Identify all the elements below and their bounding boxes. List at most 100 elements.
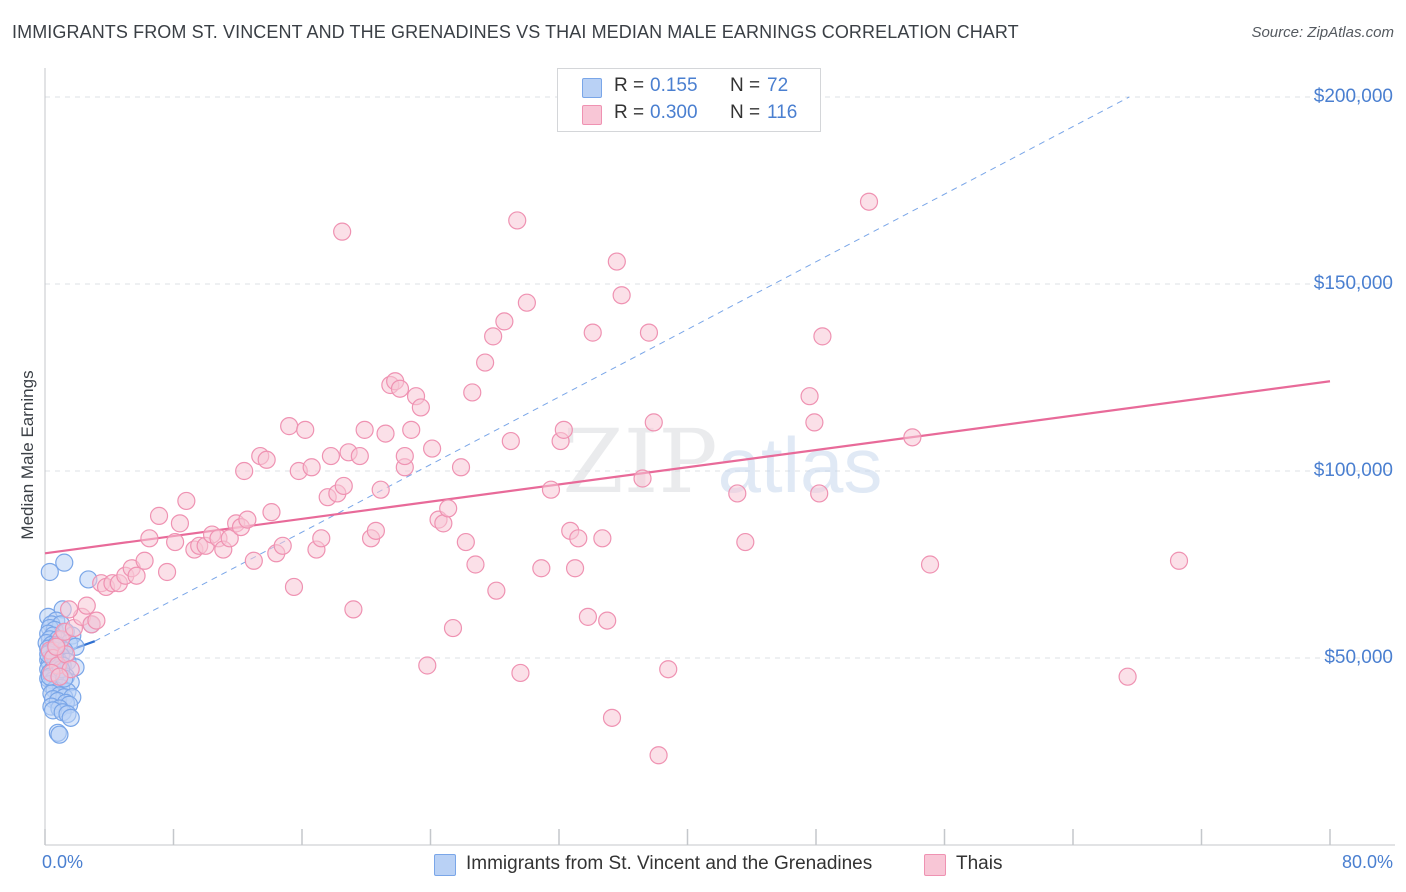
- n-label: N =: [730, 75, 761, 96]
- data-point-thais: [476, 353, 495, 372]
- y-tick-label: $50,000: [1324, 647, 1393, 668]
- data-point-thais: [344, 600, 363, 619]
- data-point-thais: [859, 192, 879, 211]
- data-point-thais: [541, 480, 561, 499]
- data-point-thais: [583, 323, 602, 342]
- data-point-thais: [484, 327, 503, 346]
- data-point-thais: [273, 536, 292, 555]
- r-value: 0.155: [650, 75, 698, 96]
- y-tick-label: $200,000: [1313, 86, 1393, 107]
- r-value: 0.300: [650, 102, 698, 123]
- data-point-thais: [333, 222, 352, 241]
- x-tick-label-max: 80.0%: [1341, 852, 1393, 872]
- data-point-thais: [302, 458, 321, 477]
- trend-line-thais-solid: [44, 380, 1331, 555]
- data-point-thais: [578, 607, 598, 626]
- data-point-thais: [257, 450, 276, 469]
- data-point-thais: [376, 424, 395, 443]
- r-label: R =: [614, 75, 645, 96]
- data-point-thais: [495, 312, 514, 331]
- data-point-thais: [244, 551, 263, 570]
- data-point-thais: [366, 521, 385, 540]
- data-point-thais: [728, 484, 747, 503]
- watermark-zip: ZIP: [562, 410, 717, 513]
- source-label: Source: ZipAtlas.com: [1251, 24, 1394, 41]
- data-point-thais: [47, 637, 66, 656]
- data-point-thais: [402, 420, 421, 439]
- legend-swatch-thais: [924, 854, 946, 876]
- data-point-thais: [135, 551, 154, 570]
- data-point-thais: [262, 503, 281, 522]
- data-point-thais: [411, 398, 430, 417]
- data-point-thais: [280, 417, 299, 436]
- data-point-thais: [166, 532, 185, 552]
- y-tick-label: $150,000: [1313, 273, 1393, 294]
- data-point-thais: [170, 514, 190, 533]
- data-point-thais: [149, 506, 169, 525]
- trend-lines: [44, 96, 1331, 660]
- data-point-thais: [284, 577, 304, 597]
- data-point-thais: [451, 458, 471, 477]
- data-point-thais: [235, 461, 254, 481]
- data-point-thais: [487, 581, 506, 600]
- data-point-thais: [77, 596, 96, 615]
- data-point-thais: [334, 476, 353, 496]
- data-point-thais: [569, 529, 588, 548]
- data-point-thais: [463, 383, 482, 402]
- x-tick-label-min: 0.0%: [42, 852, 84, 872]
- data-point-thais: [321, 446, 341, 466]
- data-point-thais: [639, 323, 659, 342]
- data-point-thais: [390, 379, 410, 398]
- legend-label: Thais: [956, 853, 1003, 874]
- data-point-thais: [644, 413, 663, 432]
- data-point-thais: [903, 428, 922, 447]
- data-point-thais: [50, 667, 69, 686]
- data-point-thais: [418, 656, 437, 675]
- points-thais: [40, 192, 1189, 765]
- data-point-thais: [612, 286, 631, 305]
- data-point-thais: [602, 708, 622, 727]
- data-point-st-vincent: [55, 553, 74, 572]
- data-point-thais: [296, 420, 315, 439]
- axes: [44, 68, 1395, 846]
- data-point-thais: [140, 529, 159, 548]
- data-point-thais: [517, 293, 536, 312]
- data-point-thais: [355, 420, 374, 439]
- data-point-thais: [508, 211, 527, 230]
- data-point-thais: [633, 469, 652, 488]
- legend-swatch-st-vincent: [434, 854, 456, 876]
- data-point-thais: [127, 566, 146, 585]
- data-point-thais: [423, 439, 442, 458]
- data-point-st-vincent: [50, 725, 69, 744]
- data-point-thais: [1169, 551, 1189, 570]
- data-point-thais: [466, 555, 485, 574]
- data-point-thais: [659, 660, 678, 679]
- data-point-thais: [456, 532, 475, 552]
- data-point-thais: [395, 446, 414, 466]
- y-tick-label: $100,000: [1313, 460, 1393, 481]
- data-point-thais: [805, 413, 824, 432]
- stats-swatch-thais: [582, 105, 602, 125]
- data-point-thais: [439, 499, 458, 518]
- data-point-thais: [736, 532, 755, 552]
- chart-title: IMMIGRANTS FROM ST. VINCENT AND THE GREN…: [12, 22, 1019, 42]
- n-value: 72: [767, 75, 789, 96]
- data-point-thais: [238, 510, 257, 529]
- trend-line-st-vincent-dashed: [94, 96, 1130, 642]
- gridlines: [45, 96, 1395, 659]
- n-label: N =: [730, 102, 761, 123]
- data-point-thais: [220, 529, 239, 548]
- data-point-thais: [554, 420, 573, 439]
- data-point-st-vincent: [40, 562, 59, 582]
- data-point-thais: [920, 555, 940, 574]
- data-point-thais: [443, 618, 463, 638]
- legend-label: Immigrants from St. Vincent and the Gren…: [466, 853, 873, 874]
- stats-box: R = 0.155 N = 72 R = 0.300 N = 116: [557, 68, 821, 132]
- data-point-thais: [501, 431, 520, 451]
- data-point-thais: [607, 252, 626, 271]
- data-point-thais: [350, 446, 369, 466]
- data-point-thais: [593, 529, 612, 548]
- data-point-thais: [598, 611, 617, 630]
- data-point-thais: [1118, 667, 1137, 686]
